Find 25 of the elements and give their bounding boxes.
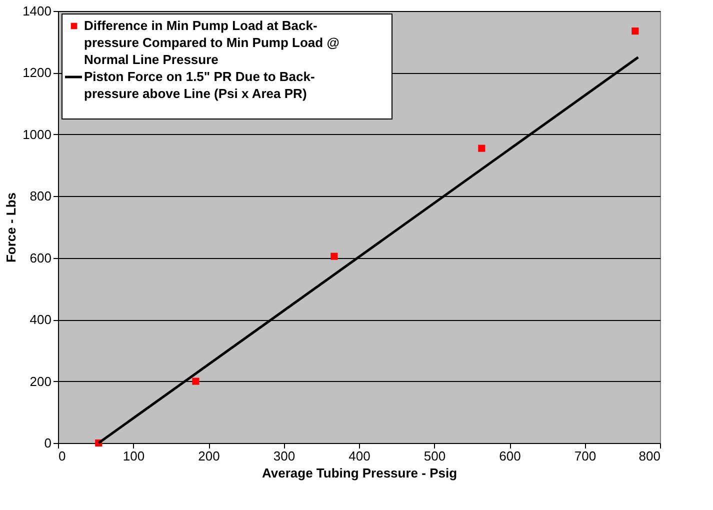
x-tick-label: 600 — [499, 448, 521, 464]
y-tick-label: 600 — [30, 250, 52, 266]
legend-label: Difference in Min Pump Load at Back-pressure Compared to Min Pump Load @ Normal Line Pressure — [84, 18, 340, 67]
x-tick-label: 700 — [574, 448, 596, 464]
x-tick-label: 500 — [424, 448, 446, 464]
point — [330, 252, 338, 260]
point — [192, 378, 200, 385]
y-tick-label: 200 — [30, 374, 52, 389]
point — [478, 144, 486, 152]
x-tick-label: 100 — [122, 448, 145, 464]
x-tick-label: 200 — [198, 448, 220, 464]
x-axis-title: Average Tubing Pressure - Psig — [262, 466, 458, 480]
y-tick-label: 800 — [30, 188, 52, 204]
point — [632, 28, 639, 35]
y-tick-label: 1200 — [22, 65, 52, 80]
y-tick-label: 1000 — [22, 126, 52, 142]
y-tick-label: 0 — [44, 436, 52, 450]
y-tick-label: 1400 — [22, 4, 52, 18]
x-tick-label: 800 — [638, 448, 660, 464]
y-tick-label: 400 — [30, 312, 52, 328]
legend-label: Piston Force on 1.5" PR Due to Back-pressure above Line (Psi x Area PR) — [84, 69, 315, 101]
y-axis-title: Force - Lbs — [4, 192, 19, 263]
x-tick-label: 400 — [348, 448, 370, 464]
x-tick-label: 300 — [273, 448, 296, 464]
x-tick-label: 0 — [58, 448, 66, 464]
